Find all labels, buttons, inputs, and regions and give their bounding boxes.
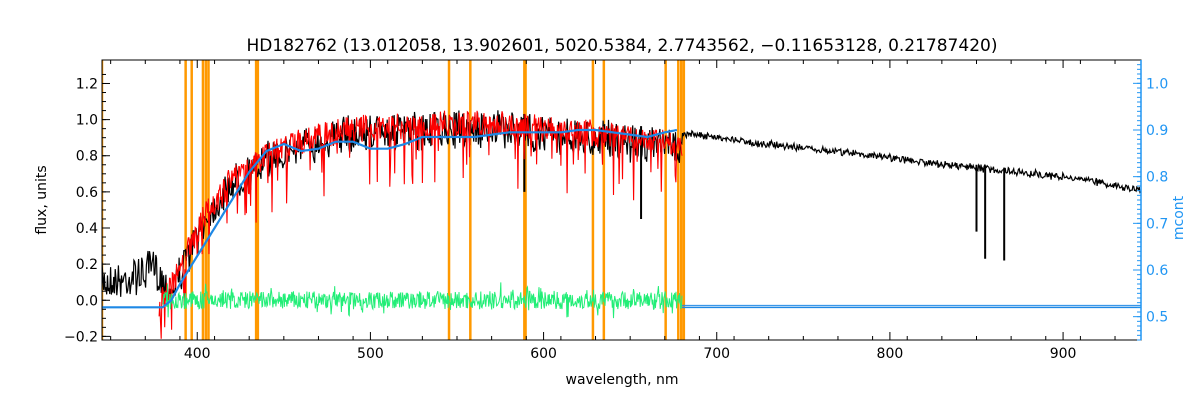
x-tick-label: 500	[357, 346, 384, 362]
x-tick-label: 600	[530, 346, 557, 362]
x-axis-label: wavelength, nm	[566, 372, 679, 388]
residuals-line	[162, 282, 683, 319]
y-tick-label: 0.2	[76, 257, 98, 273]
y-tick-label: 0.4	[76, 221, 98, 237]
continuum-line	[102, 128, 678, 309]
y-tick-label: 1.0	[76, 113, 98, 129]
chart-title: HD182762 (13.012058, 13.902601, 5020.538…	[247, 36, 998, 56]
y-tick-label: −0.2	[64, 329, 98, 345]
x-tick-label: 400	[184, 346, 211, 362]
y2-tick-label: 0.7	[1146, 216, 1168, 232]
y-tick-label: 0.6	[76, 185, 98, 201]
y-tick-label: 0.0	[76, 293, 98, 309]
y2-tick-label: 0.8	[1146, 170, 1168, 186]
plot-content	[102, 60, 1141, 340]
model-spectrum-line	[158, 110, 683, 339]
axes: 400 500 600 700 800 900 −0.2 0.0 0.2 0.4 0.6 0.8 1.0…	[64, 59, 1168, 362]
y-axis-label: flux, units	[34, 165, 50, 234]
y-tick-label: 1.2	[76, 76, 98, 92]
x-tick-label: 900	[1050, 346, 1077, 362]
y-tick-label: 0.8	[76, 149, 98, 165]
plot-area	[102, 60, 1141, 340]
y2-tick-label: 1.0	[1146, 76, 1168, 92]
x-tick-label: 800	[877, 346, 904, 362]
y2-axis-label: mcont	[1171, 195, 1187, 240]
y2-tick-label: 0.5	[1146, 310, 1168, 326]
y2-tick-label: 0.6	[1146, 263, 1168, 279]
y2-tick-label: 0.9	[1146, 123, 1168, 139]
x-tick-label: 700	[703, 346, 730, 362]
